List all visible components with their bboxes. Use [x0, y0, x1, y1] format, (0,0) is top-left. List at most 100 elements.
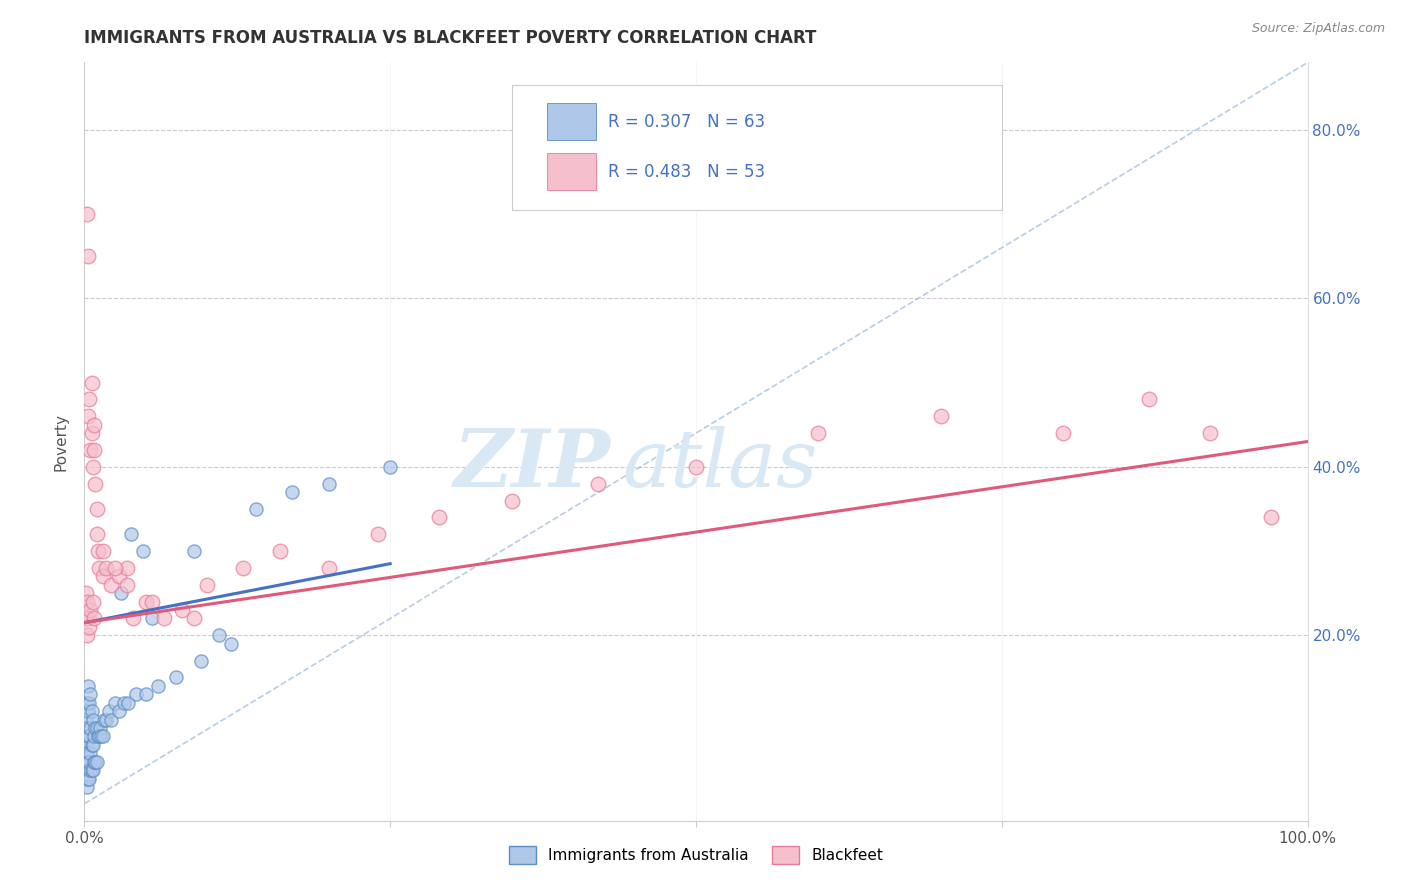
Point — [77, 679, 100, 693]
Point — [79, 763, 101, 777]
Point — [84, 721, 107, 735]
Point — [79, 687, 101, 701]
Point — [84, 755, 107, 769]
Point — [90, 730, 112, 744]
Point — [1260, 510, 1282, 524]
Point — [75, 713, 97, 727]
Point — [125, 687, 148, 701]
Point — [120, 527, 142, 541]
Point — [77, 696, 100, 710]
Point — [79, 746, 101, 760]
Point — [91, 569, 114, 583]
Point — [75, 586, 97, 600]
Point — [281, 485, 304, 500]
Point — [135, 594, 157, 608]
Point — [245, 502, 267, 516]
Point — [172, 603, 194, 617]
Point — [586, 476, 609, 491]
Point — [75, 738, 97, 752]
Point — [82, 763, 104, 777]
Point — [96, 713, 118, 727]
Point — [87, 561, 110, 575]
Point — [107, 569, 129, 583]
Point — [82, 738, 104, 752]
Point — [153, 611, 176, 625]
Point — [80, 704, 103, 718]
Point — [269, 544, 291, 558]
Point — [76, 746, 98, 760]
Point — [83, 611, 105, 625]
Point — [183, 544, 205, 558]
Point — [380, 459, 402, 474]
Point — [183, 611, 205, 625]
Point — [76, 594, 98, 608]
Text: Source: ZipAtlas.com: Source: ZipAtlas.com — [1251, 22, 1385, 36]
Point — [80, 426, 103, 441]
Point — [115, 561, 138, 575]
Point — [75, 772, 97, 786]
Point — [77, 755, 100, 769]
Point — [112, 696, 135, 710]
Legend: Immigrants from Australia, Blackfeet: Immigrants from Australia, Blackfeet — [502, 840, 890, 870]
Point — [91, 730, 114, 744]
Point — [146, 679, 169, 693]
Point — [1198, 426, 1220, 441]
Point — [75, 755, 97, 769]
Point — [80, 738, 103, 752]
Point — [115, 578, 138, 592]
FancyBboxPatch shape — [513, 85, 1002, 211]
Text: atlas: atlas — [623, 425, 818, 503]
Point — [83, 417, 105, 432]
Point — [76, 763, 98, 777]
Point — [82, 713, 104, 727]
Point — [77, 392, 100, 407]
Point — [122, 611, 145, 625]
Point — [141, 594, 163, 608]
Point — [79, 721, 101, 735]
Point — [502, 493, 524, 508]
Point — [135, 687, 157, 701]
Point — [208, 628, 231, 642]
Point — [77, 620, 100, 634]
Point — [165, 670, 187, 684]
Point — [141, 611, 163, 625]
Point — [427, 510, 450, 524]
Point — [97, 704, 120, 718]
Point — [83, 755, 105, 769]
Point — [77, 772, 100, 786]
Point — [89, 721, 111, 735]
Text: ZIP: ZIP — [454, 425, 610, 503]
Text: R = 0.307   N = 63: R = 0.307 N = 63 — [607, 112, 765, 130]
Point — [77, 730, 100, 744]
Point — [219, 637, 242, 651]
Point — [100, 713, 122, 727]
Point — [84, 476, 107, 491]
Point — [87, 730, 110, 744]
Point — [107, 704, 129, 718]
Point — [75, 611, 97, 625]
Y-axis label: Poverty: Poverty — [53, 412, 69, 471]
Point — [79, 442, 101, 457]
Point — [82, 459, 104, 474]
Point — [86, 721, 108, 735]
Text: IMMIGRANTS FROM AUSTRALIA VS BLACKFEET POVERTY CORRELATION CHART: IMMIGRANTS FROM AUSTRALIA VS BLACKFEET P… — [84, 29, 817, 47]
Point — [318, 561, 340, 575]
Point — [83, 442, 105, 457]
Point — [1137, 392, 1160, 407]
Text: R = 0.483   N = 53: R = 0.483 N = 53 — [607, 162, 765, 180]
Point — [232, 561, 254, 575]
Point — [132, 544, 155, 558]
Point — [87, 544, 110, 558]
Point — [86, 527, 108, 541]
Point — [104, 696, 127, 710]
Point — [77, 755, 100, 769]
Point — [76, 628, 98, 642]
Point — [190, 654, 212, 668]
Point — [77, 249, 100, 263]
Point — [77, 611, 100, 625]
Point — [685, 459, 707, 474]
Point — [86, 755, 108, 769]
Point — [807, 426, 830, 441]
Point — [104, 561, 127, 575]
Point — [76, 696, 98, 710]
